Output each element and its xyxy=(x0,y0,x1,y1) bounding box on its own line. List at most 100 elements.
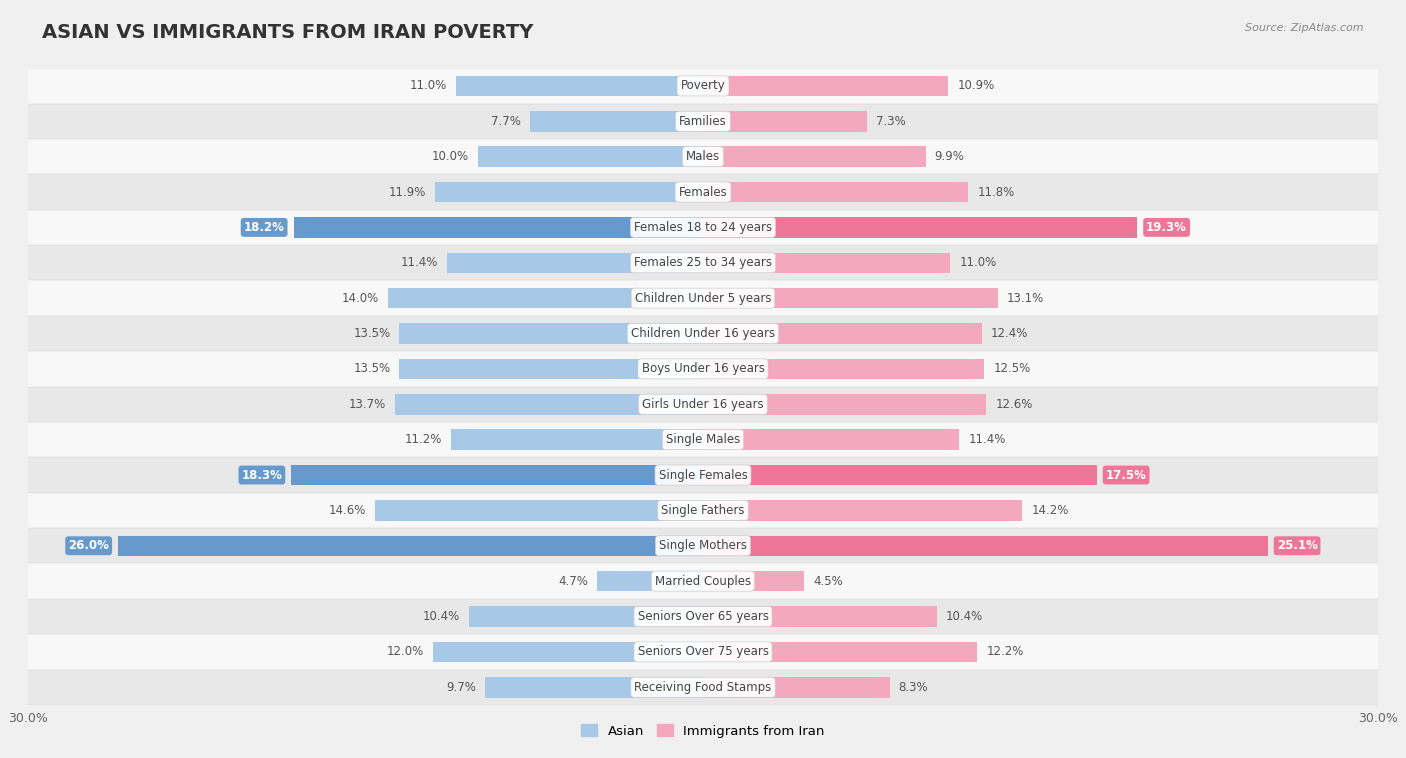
Text: 11.4%: 11.4% xyxy=(969,433,1005,446)
Bar xyxy=(28,599,1378,634)
Text: Seniors Over 65 years: Seniors Over 65 years xyxy=(637,610,769,623)
Bar xyxy=(294,217,703,238)
Bar xyxy=(28,68,1378,104)
Bar xyxy=(703,76,948,96)
Bar xyxy=(28,634,1378,669)
Bar xyxy=(703,182,969,202)
Text: 18.3%: 18.3% xyxy=(242,468,283,481)
Bar xyxy=(28,245,1378,280)
Bar xyxy=(703,535,1268,556)
Text: Seniors Over 75 years: Seniors Over 75 years xyxy=(637,645,769,659)
Text: 10.4%: 10.4% xyxy=(423,610,460,623)
Text: ASIAN VS IMMIGRANTS FROM IRAN POVERTY: ASIAN VS IMMIGRANTS FROM IRAN POVERTY xyxy=(42,23,533,42)
Bar xyxy=(530,111,703,132)
Text: 10.0%: 10.0% xyxy=(432,150,470,163)
Bar xyxy=(28,422,1378,457)
Bar xyxy=(470,606,703,627)
Text: 12.2%: 12.2% xyxy=(987,645,1024,659)
Bar xyxy=(28,528,1378,563)
Bar xyxy=(703,252,950,273)
Bar xyxy=(374,500,703,521)
Text: Children Under 16 years: Children Under 16 years xyxy=(631,327,775,340)
Bar xyxy=(28,387,1378,422)
Bar xyxy=(399,359,703,379)
Bar xyxy=(291,465,703,485)
Bar xyxy=(703,288,998,309)
Text: 12.6%: 12.6% xyxy=(995,398,1033,411)
Text: 12.0%: 12.0% xyxy=(387,645,425,659)
Bar xyxy=(703,394,987,415)
Text: 9.9%: 9.9% xyxy=(935,150,965,163)
Text: Single Mothers: Single Mothers xyxy=(659,539,747,553)
Bar xyxy=(703,677,890,697)
Bar xyxy=(433,641,703,662)
Text: 8.3%: 8.3% xyxy=(898,681,928,694)
Text: 14.2%: 14.2% xyxy=(1032,504,1069,517)
Text: Families: Families xyxy=(679,114,727,128)
Text: 11.0%: 11.0% xyxy=(409,80,447,92)
Text: Poverty: Poverty xyxy=(681,80,725,92)
Text: Single Fathers: Single Fathers xyxy=(661,504,745,517)
Bar xyxy=(703,571,804,591)
Text: Receiving Food Stamps: Receiving Food Stamps xyxy=(634,681,772,694)
Text: 12.4%: 12.4% xyxy=(991,327,1028,340)
Text: 4.7%: 4.7% xyxy=(558,575,588,587)
Bar xyxy=(28,139,1378,174)
Text: 14.0%: 14.0% xyxy=(342,292,380,305)
Bar xyxy=(451,429,703,450)
Bar xyxy=(28,669,1378,705)
Text: Source: ZipAtlas.com: Source: ZipAtlas.com xyxy=(1246,23,1364,33)
Text: Single Males: Single Males xyxy=(666,433,740,446)
Bar xyxy=(703,465,1097,485)
Text: 13.5%: 13.5% xyxy=(353,327,391,340)
Bar xyxy=(28,351,1378,387)
Text: Males: Males xyxy=(686,150,720,163)
Bar xyxy=(399,323,703,344)
Bar xyxy=(703,641,977,662)
Bar xyxy=(703,429,959,450)
Bar xyxy=(703,323,981,344)
Text: 25.1%: 25.1% xyxy=(1277,539,1317,553)
Text: Girls Under 16 years: Girls Under 16 years xyxy=(643,398,763,411)
Bar xyxy=(703,111,868,132)
Bar xyxy=(28,563,1378,599)
Text: Females: Females xyxy=(679,186,727,199)
Text: 13.5%: 13.5% xyxy=(353,362,391,375)
Bar xyxy=(28,316,1378,351)
Text: 13.1%: 13.1% xyxy=(1007,292,1043,305)
Bar xyxy=(388,288,703,309)
Bar xyxy=(28,457,1378,493)
Text: 10.9%: 10.9% xyxy=(957,80,994,92)
Bar xyxy=(598,571,703,591)
Bar xyxy=(28,280,1378,316)
Bar xyxy=(28,210,1378,245)
Text: 11.2%: 11.2% xyxy=(405,433,441,446)
Text: 9.7%: 9.7% xyxy=(446,681,475,694)
Text: 7.3%: 7.3% xyxy=(876,114,905,128)
Text: 14.6%: 14.6% xyxy=(328,504,366,517)
Bar xyxy=(703,500,1022,521)
Legend: Asian, Immigrants from Iran: Asian, Immigrants from Iran xyxy=(576,719,830,743)
Text: 19.3%: 19.3% xyxy=(1146,221,1187,234)
Text: Boys Under 16 years: Boys Under 16 years xyxy=(641,362,765,375)
Bar xyxy=(703,359,984,379)
Text: 11.4%: 11.4% xyxy=(401,256,437,269)
Text: Married Couples: Married Couples xyxy=(655,575,751,587)
Bar xyxy=(456,76,703,96)
Bar xyxy=(703,146,925,167)
Text: 17.5%: 17.5% xyxy=(1105,468,1146,481)
Bar xyxy=(478,146,703,167)
Text: Children Under 5 years: Children Under 5 years xyxy=(634,292,772,305)
Bar xyxy=(485,677,703,697)
Text: 10.4%: 10.4% xyxy=(946,610,983,623)
Bar xyxy=(28,493,1378,528)
Text: 4.5%: 4.5% xyxy=(813,575,844,587)
Text: 7.7%: 7.7% xyxy=(491,114,520,128)
Bar xyxy=(703,217,1137,238)
Text: 11.8%: 11.8% xyxy=(977,186,1015,199)
Bar xyxy=(395,394,703,415)
Bar xyxy=(703,606,936,627)
Bar xyxy=(436,182,703,202)
Text: 12.5%: 12.5% xyxy=(993,362,1031,375)
Bar xyxy=(447,252,703,273)
